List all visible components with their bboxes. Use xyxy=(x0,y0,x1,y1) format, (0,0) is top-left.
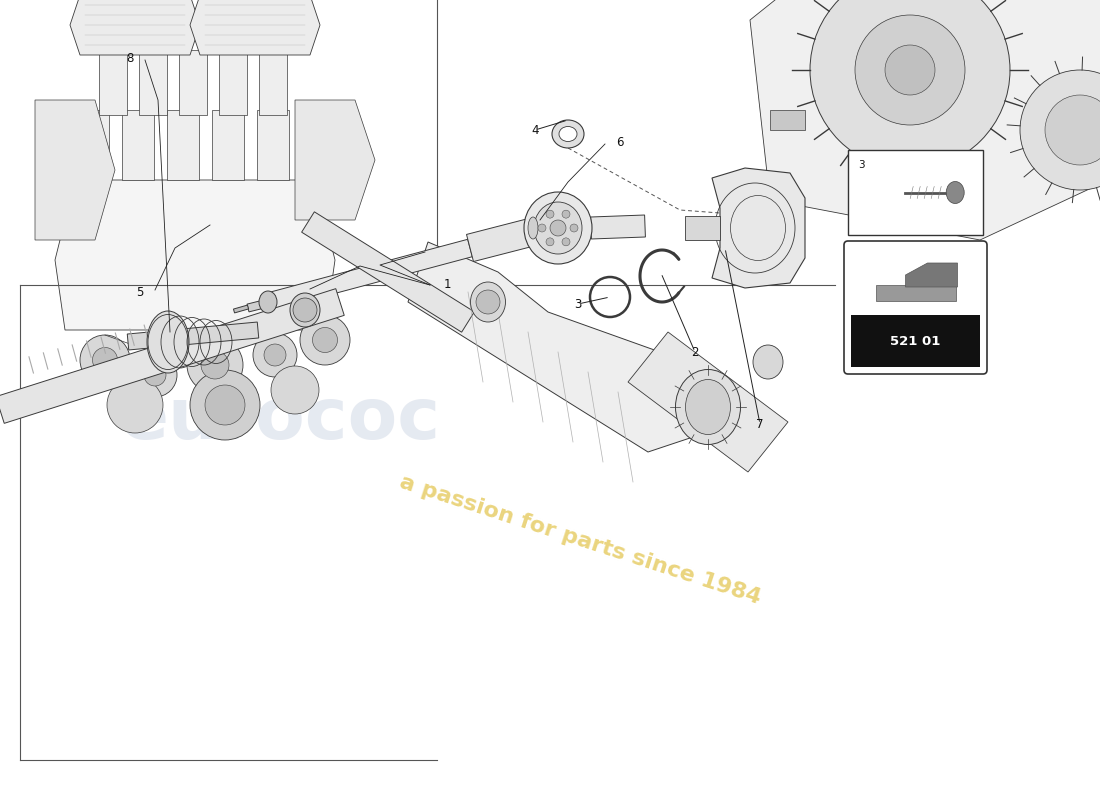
Text: 8: 8 xyxy=(126,51,134,65)
Circle shape xyxy=(562,238,570,246)
Circle shape xyxy=(886,45,935,95)
FancyBboxPatch shape xyxy=(844,241,987,374)
Bar xyxy=(770,110,805,130)
Ellipse shape xyxy=(524,192,592,264)
Ellipse shape xyxy=(685,379,730,434)
Circle shape xyxy=(562,210,570,218)
Circle shape xyxy=(133,353,177,397)
Circle shape xyxy=(476,290,501,314)
Bar xyxy=(212,110,244,180)
Polygon shape xyxy=(301,212,474,332)
Text: 1: 1 xyxy=(443,278,451,291)
Bar xyxy=(99,50,127,115)
Circle shape xyxy=(1045,95,1100,165)
Polygon shape xyxy=(0,289,344,423)
Ellipse shape xyxy=(946,182,965,203)
Bar xyxy=(848,150,983,235)
Polygon shape xyxy=(628,332,788,472)
Circle shape xyxy=(107,377,163,433)
Circle shape xyxy=(546,238,554,246)
Polygon shape xyxy=(35,100,116,240)
Text: 4: 4 xyxy=(531,123,539,137)
Polygon shape xyxy=(128,322,258,350)
Ellipse shape xyxy=(147,311,189,373)
Polygon shape xyxy=(295,100,375,220)
Text: 5: 5 xyxy=(136,286,144,299)
Bar xyxy=(167,110,199,180)
Polygon shape xyxy=(876,285,956,301)
Polygon shape xyxy=(266,239,472,310)
Circle shape xyxy=(253,333,297,377)
Circle shape xyxy=(300,315,350,365)
Ellipse shape xyxy=(258,291,277,313)
Circle shape xyxy=(187,337,243,393)
Polygon shape xyxy=(466,217,543,262)
Circle shape xyxy=(92,347,118,373)
Bar xyxy=(257,110,289,180)
Polygon shape xyxy=(408,242,708,452)
Ellipse shape xyxy=(471,282,506,322)
Text: 3: 3 xyxy=(574,298,582,310)
Bar xyxy=(77,110,109,180)
Ellipse shape xyxy=(559,126,578,142)
Ellipse shape xyxy=(290,293,320,327)
Circle shape xyxy=(264,344,286,366)
Text: 2: 2 xyxy=(691,346,698,358)
Circle shape xyxy=(546,210,554,218)
Circle shape xyxy=(570,224,578,232)
Circle shape xyxy=(538,224,546,232)
Circle shape xyxy=(550,220,566,236)
Polygon shape xyxy=(905,263,957,287)
Circle shape xyxy=(312,327,338,353)
Ellipse shape xyxy=(528,217,538,239)
Bar xyxy=(179,50,207,115)
Polygon shape xyxy=(591,215,646,239)
Polygon shape xyxy=(233,305,249,313)
Circle shape xyxy=(293,298,317,322)
Polygon shape xyxy=(750,0,1100,240)
Circle shape xyxy=(271,366,319,414)
Bar xyxy=(219,50,248,115)
Polygon shape xyxy=(712,168,805,288)
Polygon shape xyxy=(55,180,336,330)
Ellipse shape xyxy=(552,120,584,148)
Polygon shape xyxy=(70,0,200,55)
Circle shape xyxy=(810,0,1010,170)
Ellipse shape xyxy=(534,202,582,254)
Circle shape xyxy=(190,370,260,440)
Polygon shape xyxy=(248,299,270,312)
Circle shape xyxy=(855,15,965,125)
Bar xyxy=(139,50,167,115)
Circle shape xyxy=(144,364,166,386)
Text: 521 01: 521 01 xyxy=(890,335,940,348)
Circle shape xyxy=(1020,70,1100,190)
Bar xyxy=(258,50,287,115)
Ellipse shape xyxy=(754,345,783,379)
Bar xyxy=(685,216,720,240)
Circle shape xyxy=(201,351,229,379)
Ellipse shape xyxy=(675,370,740,445)
Text: 7: 7 xyxy=(757,418,763,430)
Circle shape xyxy=(80,335,130,385)
Text: eurococ: eurococ xyxy=(120,386,441,454)
Text: 6: 6 xyxy=(616,135,624,149)
Polygon shape xyxy=(190,0,320,55)
Text: 3: 3 xyxy=(858,160,865,170)
Bar xyxy=(122,110,154,180)
Text: a passion for parts since 1984: a passion for parts since 1984 xyxy=(397,472,763,608)
Bar xyxy=(851,314,980,367)
Circle shape xyxy=(205,385,245,425)
